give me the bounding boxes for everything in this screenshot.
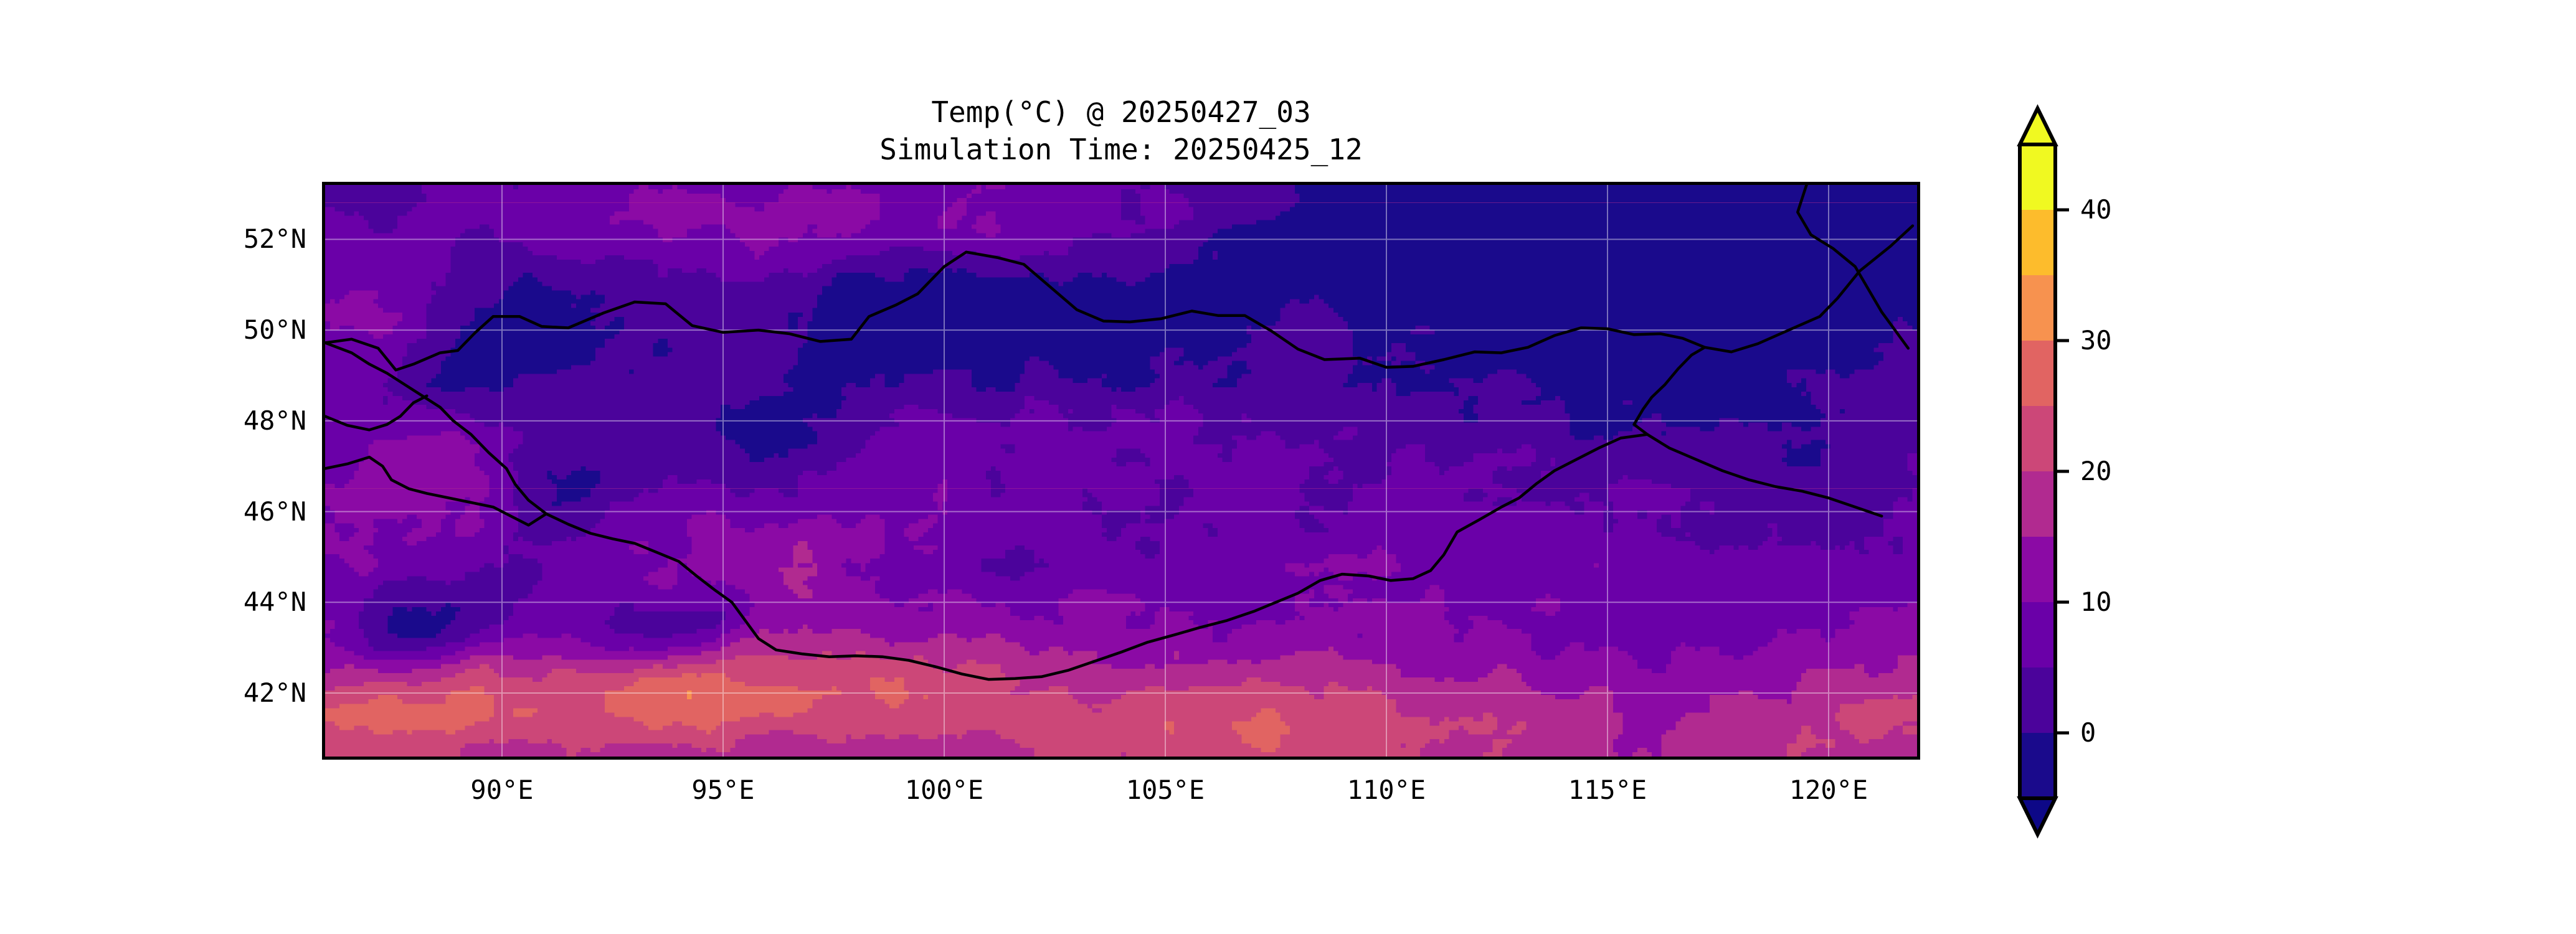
contour-fill-svg bbox=[325, 185, 1917, 757]
colorbar-band bbox=[2020, 471, 2055, 537]
y-axis-tick-label: 48°N bbox=[243, 405, 306, 436]
y-axis-tick-label: 46°N bbox=[243, 496, 306, 527]
country-border-lines bbox=[325, 185, 1915, 681]
figure-title: Temp(°C) @ 20250427_03 Simulation Time: … bbox=[322, 93, 1920, 168]
contour-band bbox=[325, 672, 1290, 752]
x-axis-tick-label: 120°E bbox=[1789, 775, 1868, 805]
colorbar-tick-label: 30 bbox=[2080, 325, 2112, 356]
title-line-simulation-time: Simulation Time: 20250425_12 bbox=[879, 133, 1363, 166]
y-axis-tick-label: 50°N bbox=[243, 314, 306, 346]
colorbar-band bbox=[2020, 210, 2055, 275]
contour-band bbox=[325, 185, 1917, 651]
colorbar-band bbox=[2020, 733, 2055, 798]
colorbar-band bbox=[2020, 275, 2055, 341]
y-axis-tick-label: 44°N bbox=[243, 587, 306, 618]
x-axis-tick-label: 115°E bbox=[1568, 775, 1647, 805]
contour-band bbox=[325, 651, 1917, 757]
colorbar-band bbox=[2020, 406, 2055, 471]
colorbar-over-arrow bbox=[2017, 104, 2058, 146]
colorbar-tick-label: 10 bbox=[2080, 587, 2112, 617]
colorbar-band bbox=[2020, 341, 2055, 406]
contour-band bbox=[325, 185, 1917, 673]
x-axis-tick-label: 110°E bbox=[1347, 775, 1426, 805]
colorbar-tick-label: 20 bbox=[2080, 456, 2112, 486]
colorbar-band bbox=[2020, 602, 2055, 667]
y-axis-tick-label: 52°N bbox=[243, 224, 306, 255]
colorbar-band bbox=[2020, 537, 2055, 602]
map-plot-area bbox=[322, 182, 1920, 760]
colorbar-under-arrow bbox=[2017, 796, 2058, 839]
temperature-contour-field bbox=[325, 185, 1917, 757]
x-axis-tick-label: 105°E bbox=[1125, 775, 1205, 805]
gridlines bbox=[325, 185, 1917, 757]
colorbar-bands bbox=[2020, 144, 2055, 798]
colorbar-svg bbox=[2017, 104, 2069, 839]
colorbar-tick-label: 40 bbox=[2080, 194, 2112, 225]
x-axis-tick-label: 90°E bbox=[470, 775, 534, 805]
contour-band bbox=[325, 540, 1917, 757]
title-line-variable-time: Temp(°C) @ 20250427_03 bbox=[931, 95, 1311, 129]
y-axis-tick-label: 42°N bbox=[243, 677, 306, 708]
colorbar-band bbox=[2020, 144, 2055, 210]
contour-band bbox=[387, 185, 1917, 638]
x-axis-tick-label: 95°E bbox=[691, 775, 755, 805]
colorbar-band bbox=[2020, 667, 2055, 733]
x-axis-tick-label: 100°E bbox=[904, 775, 984, 805]
colorbar: 40 30 20 10 0 bbox=[1981, 100, 2230, 847]
contour-band bbox=[686, 691, 692, 700]
colorbar-tick-label: 0 bbox=[2080, 717, 2096, 748]
